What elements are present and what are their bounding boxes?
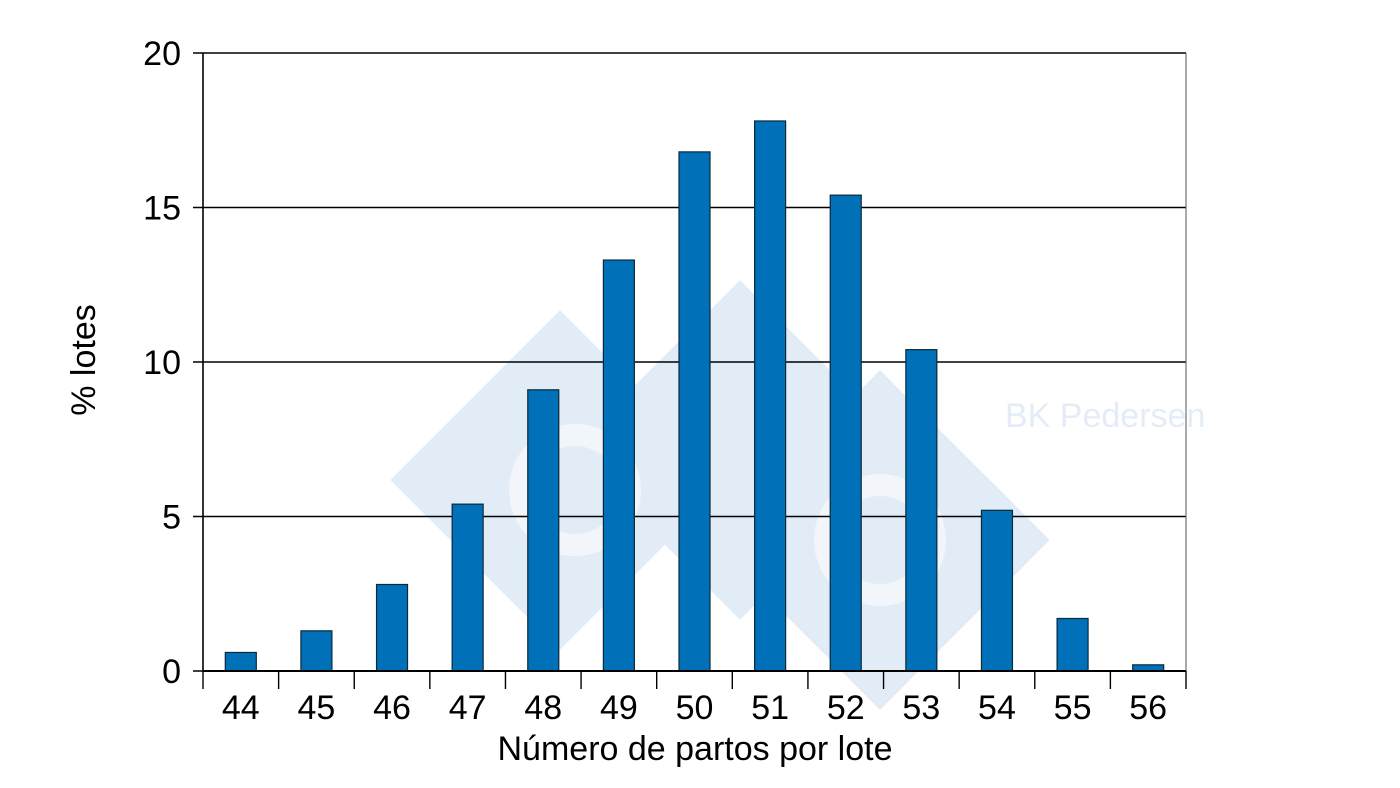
bar-50	[678, 151, 711, 672]
y-tick-label-0: 0	[162, 653, 181, 691]
x-tick-label-55: 55	[1054, 689, 1092, 727]
bar-54	[980, 509, 1014, 672]
y-tick-label-15: 15	[143, 190, 181, 228]
x-tick-label-50: 50	[676, 689, 714, 727]
x-tick-label-54: 54	[978, 689, 1016, 727]
x-tick-labels: 44 45 46 47 48 49 50 51 52 53 54 55 56	[222, 689, 1167, 727]
bar-49	[602, 259, 635, 672]
bar-47	[451, 503, 484, 672]
y-tick-label-20: 20	[143, 35, 181, 73]
bar-52	[829, 194, 862, 672]
bar-53	[905, 349, 938, 672]
y-tick-labels: 0 5 10 15 20	[143, 35, 181, 691]
bar-55	[1056, 617, 1089, 672]
bar-48	[527, 389, 560, 672]
bar-46	[375, 583, 409, 672]
x-tick-label-49: 49	[600, 689, 638, 727]
y-tick-label-5: 5	[162, 499, 181, 537]
x-tick-label-56: 56	[1129, 689, 1167, 727]
x-tick-label-44: 44	[222, 689, 260, 727]
y-axis-title: % lotes	[65, 304, 103, 416]
x-tick-label-46: 46	[373, 689, 411, 727]
x-tick-label-47: 47	[449, 689, 487, 727]
bar-44	[224, 651, 257, 672]
watermark-text: BK Pedersen	[1005, 397, 1205, 435]
axes	[202, 53, 1187, 689]
x-tick-label-53: 53	[902, 689, 940, 727]
x-axis-title: Número de partos por lote	[498, 730, 893, 768]
bars	[224, 120, 1165, 672]
x-tick-label-48: 48	[524, 689, 562, 727]
bar-51	[754, 120, 787, 672]
x-tick-label-45: 45	[298, 689, 336, 727]
x-tick-label-52: 52	[827, 689, 865, 727]
watermark-logo	[390, 280, 1050, 710]
x-tick-label-51: 51	[751, 689, 789, 727]
y-tick-label-10: 10	[143, 344, 181, 382]
bar-45	[300, 630, 333, 672]
